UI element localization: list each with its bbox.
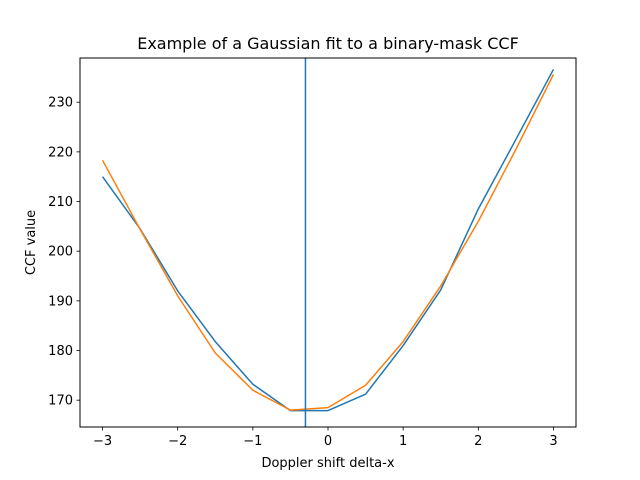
y-tick-label: 200 [48, 245, 73, 260]
x-tick-label: −3 [93, 434, 112, 449]
y-tick-label: 180 [48, 344, 73, 359]
series-line-2 [101, 74, 555, 411]
x-axis-label: Doppler shift delta-x [261, 456, 394, 471]
y-tick-label: 210 [48, 195, 73, 210]
plot-frame [79, 57, 577, 428]
x-tick-label: −2 [168, 434, 187, 449]
x-tick-label: 2 [474, 434, 482, 449]
x-tick-label: −1 [243, 434, 262, 449]
series-line-1 [101, 69, 555, 412]
y-tick-label: 190 [48, 294, 73, 309]
plot-area [101, 58, 555, 427]
y-tick-label: 230 [48, 96, 73, 111]
y-tick-label: 170 [48, 394, 73, 409]
x-tick-label: 3 [549, 434, 557, 449]
x-axis: −3 −2 −1 0 1 2 3 [93, 427, 558, 449]
y-axis: 170 180 190 200 210 220 230 [48, 96, 80, 409]
x-tick-label: 1 [399, 434, 407, 449]
y-tick-label: 220 [48, 145, 73, 160]
chart-title: Example of a Gaussian fit to a binary-ma… [137, 34, 519, 53]
y-axis-label: CCF value [24, 210, 39, 275]
x-tick-label: 0 [324, 434, 332, 449]
